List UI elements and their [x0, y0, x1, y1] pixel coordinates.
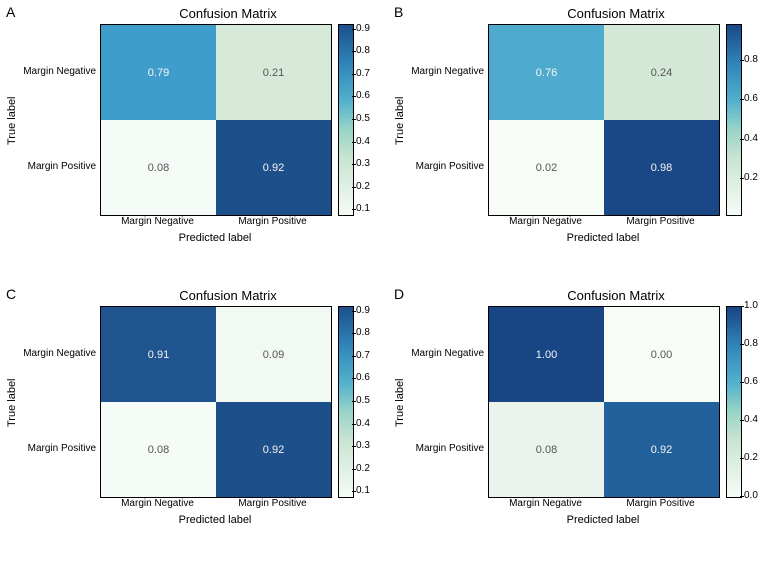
confusion-matrix: 0.790.210.080.92 [100, 24, 332, 216]
colorbar-tick-label: 0.5 [356, 395, 370, 406]
colorbar-tick-label: 0.7 [356, 68, 370, 79]
colorbar-tick-label: 0.1 [356, 485, 370, 496]
colorbar-tick-label: 0.4 [744, 133, 758, 144]
panel-c: CConfusion Matrix0.910.090.080.92Margin … [0, 282, 388, 564]
panel-label: C [6, 286, 16, 302]
x-tick-label: Margin Negative [100, 216, 215, 227]
matrix-cell: 0.02 [489, 120, 604, 215]
colorbar-tick-label: 0.9 [356, 23, 370, 34]
y-axis-label: True label [394, 378, 406, 427]
matrix-cell: 0.21 [216, 25, 331, 120]
y-tick-label: Margin Negative [402, 66, 484, 77]
chart-title: Confusion Matrix [488, 288, 744, 303]
colorbar-tick-label: 0.2 [356, 181, 370, 192]
colorbar-tick-label: 0.2 [744, 452, 758, 463]
x-tick-label: Margin Positive [215, 498, 330, 509]
figure-grid: AConfusion Matrix0.790.210.080.92Margin … [0, 0, 776, 564]
colorbar-tick-label: 0.7 [356, 350, 370, 361]
x-axis-label: Predicted label [488, 514, 718, 526]
colorbar-tick-label: 1.0 [744, 300, 758, 311]
matrix-cell: 0.92 [216, 120, 331, 215]
x-tick-label: Margin Negative [100, 498, 215, 509]
x-tick-label: Margin Positive [603, 498, 718, 509]
colorbar [726, 24, 742, 216]
panel-label: D [394, 286, 404, 302]
matrix-cell: 1.00 [489, 307, 604, 402]
x-tick-label: Margin Positive [215, 216, 330, 227]
colorbar-tick-label: 0.8 [356, 45, 370, 56]
colorbar-tick-label: 0.4 [744, 414, 758, 425]
colorbar-tick-label: 0.4 [356, 136, 370, 147]
y-tick-label: Margin Positive [14, 443, 96, 454]
colorbar-tick-label: 0.3 [356, 158, 370, 169]
colorbar-tick-label: 0.0 [744, 490, 758, 501]
x-tick-label: Margin Negative [488, 216, 603, 227]
chart-title: Confusion Matrix [100, 6, 356, 21]
x-tick-label: Margin Positive [603, 216, 718, 227]
y-axis-label: True label [6, 378, 18, 427]
confusion-matrix: 0.760.240.020.98 [488, 24, 720, 216]
colorbar-tick-label: 0.8 [356, 327, 370, 338]
colorbar-tick-label: 0.8 [744, 54, 758, 65]
x-tick-label: Margin Negative [488, 498, 603, 509]
y-axis-label: True label [6, 96, 18, 145]
colorbar [726, 306, 742, 498]
x-axis-label: Predicted label [488, 232, 718, 244]
matrix-cell: 0.79 [101, 25, 216, 120]
colorbar-tick-label: 0.5 [356, 113, 370, 124]
colorbar-tick-label: 0.3 [356, 440, 370, 451]
colorbar-tick-label: 0.9 [356, 305, 370, 316]
panel-label: A [6, 4, 15, 20]
y-tick-label: Margin Negative [14, 66, 96, 77]
colorbar-tick-label: 0.4 [356, 418, 370, 429]
y-tick-label: Margin Positive [402, 443, 484, 454]
y-axis-label: True label [394, 96, 406, 145]
panel-b: BConfusion Matrix0.760.240.020.98Margin … [388, 0, 776, 282]
panel-d: DConfusion Matrix1.000.000.080.92Margin … [388, 282, 776, 564]
matrix-cell: 0.91 [101, 307, 216, 402]
y-tick-label: Margin Negative [402, 348, 484, 359]
matrix-cell: 0.76 [489, 25, 604, 120]
x-axis-label: Predicted label [100, 232, 330, 244]
chart-title: Confusion Matrix [488, 6, 744, 21]
colorbar-tick-label: 0.6 [356, 90, 370, 101]
matrix-cell: 0.09 [216, 307, 331, 402]
panel-label: B [394, 4, 403, 20]
matrix-cell: 0.92 [216, 402, 331, 497]
colorbar-tick-label: 0.6 [356, 372, 370, 383]
matrix-cell: 0.00 [604, 307, 719, 402]
matrix-cell: 0.08 [101, 120, 216, 215]
matrix-cell: 0.92 [604, 402, 719, 497]
confusion-matrix: 0.910.090.080.92 [100, 306, 332, 498]
confusion-matrix: 1.000.000.080.92 [488, 306, 720, 498]
colorbar-tick-label: 0.6 [744, 93, 758, 104]
colorbar-tick-label: 0.1 [356, 203, 370, 214]
colorbar-tick-label: 0.6 [744, 376, 758, 387]
panel-a: AConfusion Matrix0.790.210.080.92Margin … [0, 0, 388, 282]
colorbar-tick-label: 0.2 [356, 463, 370, 474]
x-axis-label: Predicted label [100, 514, 330, 526]
y-tick-label: Margin Negative [14, 348, 96, 359]
matrix-cell: 0.98 [604, 120, 719, 215]
y-tick-label: Margin Positive [14, 161, 96, 172]
colorbar-tick-label: 0.2 [744, 172, 758, 183]
colorbar-tick-label: 0.8 [744, 338, 758, 349]
chart-title: Confusion Matrix [100, 288, 356, 303]
matrix-cell: 0.08 [489, 402, 604, 497]
matrix-cell: 0.08 [101, 402, 216, 497]
matrix-cell: 0.24 [604, 25, 719, 120]
y-tick-label: Margin Positive [402, 161, 484, 172]
